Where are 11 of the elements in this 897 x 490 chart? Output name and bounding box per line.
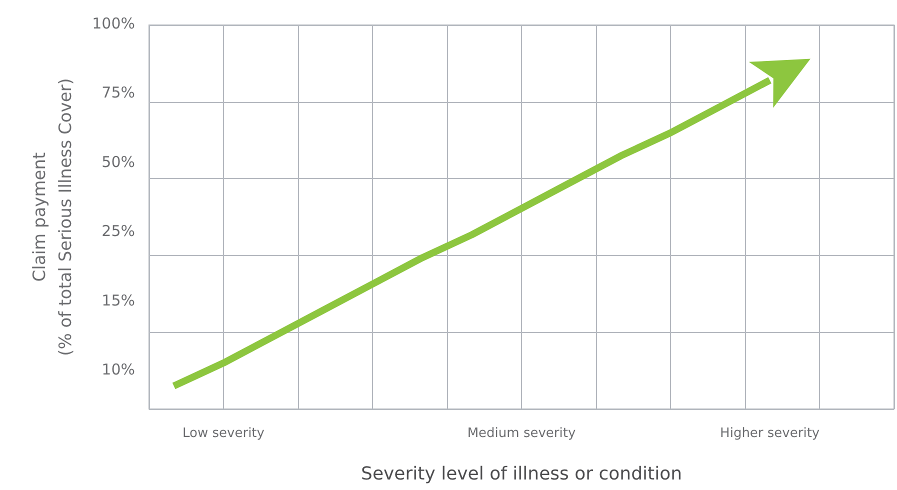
text: 100% bbox=[92, 14, 135, 32]
text: 75% bbox=[102, 84, 135, 102]
x-tick-label: Higher severity bbox=[720, 426, 820, 441]
text: 10% bbox=[102, 360, 135, 378]
x-axis-title: Severity level of illness or condition bbox=[361, 464, 682, 484]
x-tick-label: Medium severity bbox=[467, 426, 576, 441]
text: 15% bbox=[102, 291, 135, 310]
text: 50% bbox=[102, 152, 135, 171]
y-axis-title: Claim payment (% of total Serious Illness Cover) bbox=[30, 78, 76, 356]
text: 25% bbox=[102, 222, 135, 240]
x-tick-label: Low severity bbox=[182, 426, 265, 441]
